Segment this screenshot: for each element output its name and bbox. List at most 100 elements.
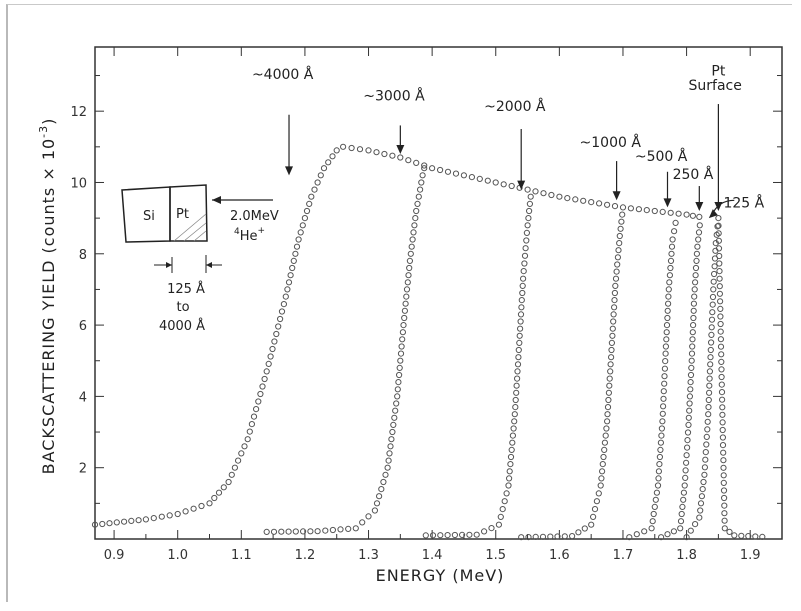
data-point-s1	[215, 489, 223, 496]
data-point-s7	[708, 316, 716, 323]
data-point-s1	[285, 279, 293, 286]
data-point-s2	[307, 528, 314, 535]
data-point-s0	[340, 143, 347, 150]
data-point-s5	[655, 475, 662, 482]
data-point-s0	[429, 165, 436, 172]
data-point-s2	[329, 526, 336, 534]
data-point-s0	[389, 152, 396, 159]
y-tick-label: 4	[79, 390, 87, 405]
data-point-s7	[705, 404, 712, 411]
data-point-s6	[687, 379, 694, 386]
data-point-s7	[708, 324, 715, 331]
data-point-s2	[410, 229, 417, 236]
data-point-s2	[406, 264, 413, 272]
data-point-s5	[663, 336, 670, 343]
data-point-s0	[397, 154, 404, 161]
data-point-s3	[509, 439, 516, 446]
data-point-s5	[669, 236, 676, 243]
data-point-s0	[468, 174, 475, 181]
data-point-s0	[348, 144, 355, 152]
data-point-s1	[265, 360, 272, 367]
beam-ion-charge: +	[258, 226, 266, 236]
data-point-s2	[417, 186, 424, 193]
data-point-s2	[401, 307, 408, 314]
data-point-s6	[696, 222, 703, 229]
data-point-s4	[575, 529, 582, 536]
data-point-s7	[697, 500, 705, 507]
data-point-s2	[411, 222, 418, 229]
data-point-s7	[720, 457, 727, 464]
data-point-s7	[699, 486, 706, 493]
data-point-s5	[665, 286, 672, 293]
data-point-s1	[231, 464, 238, 471]
data-point-s4	[581, 525, 588, 532]
data-point-s1	[325, 159, 332, 166]
data-point-s0	[356, 146, 364, 153]
data-point-s4	[611, 304, 618, 311]
data-point-s6	[688, 350, 696, 357]
data-point-s1	[135, 517, 142, 524]
data-point-s3	[422, 532, 429, 539]
data-point-s7	[697, 507, 704, 514]
annotation-label: Pt	[711, 64, 725, 80]
data-point-s5	[656, 453, 664, 461]
y-axis-title-main: BACKSCATTERING YIELD (counts × 10	[39, 138, 58, 475]
data-point-s4	[609, 332, 616, 339]
data-point-s1	[275, 323, 282, 330]
data-point-s1	[241, 443, 248, 450]
data-point-s6	[658, 534, 665, 541]
data-point-s0	[588, 199, 595, 206]
data-point-s1	[292, 250, 299, 257]
data-point-s1	[235, 457, 242, 464]
data-point-s6	[686, 393, 694, 400]
data-point-s7	[718, 366, 725, 373]
data-point-s6	[677, 518, 685, 525]
data-point-s6	[692, 279, 699, 286]
data-point-s2	[392, 407, 399, 414]
data-point-s7	[705, 411, 712, 418]
data-point-s7	[703, 441, 710, 448]
data-point-s3	[527, 193, 534, 200]
data-point-s5	[666, 272, 674, 279]
data-point-s1	[150, 515, 157, 522]
data-point-s1	[228, 471, 235, 478]
data-point-s2	[408, 243, 415, 250]
data-point-s3	[526, 200, 534, 207]
data-point-s7	[717, 328, 724, 335]
data-point-s2	[403, 286, 411, 293]
data-point-s7	[719, 419, 726, 426]
data-point-s7	[714, 223, 721, 230]
data-point-s2	[402, 300, 409, 307]
data-point-s7	[759, 533, 766, 541]
annotation-label: 125 Å	[723, 194, 764, 211]
data-point-s2	[387, 443, 394, 450]
data-point-s0	[452, 170, 460, 177]
data-point-s2	[384, 464, 391, 471]
data-point-s1	[250, 413, 258, 420]
data-point-s7	[720, 487, 728, 494]
data-point-s7	[738, 532, 745, 539]
data-point-s5	[662, 358, 669, 365]
data-point-s5	[665, 293, 672, 300]
data-point-s6	[679, 503, 686, 510]
data-point-s3	[522, 245, 529, 252]
data-point-s3	[515, 354, 522, 361]
data-point-s1	[248, 421, 255, 428]
data-point-s7	[715, 215, 722, 222]
data-point-s0	[675, 210, 682, 217]
data-point-s1	[91, 521, 99, 528]
data-point-s4	[588, 521, 595, 528]
data-point-s2	[278, 528, 285, 535]
data-point-s2	[373, 500, 381, 507]
data-point-s4	[601, 439, 609, 446]
data-point-s4	[603, 425, 610, 432]
data-point-s2	[419, 172, 426, 179]
data-point-s2	[382, 471, 389, 478]
data-point-s7	[696, 514, 703, 521]
data-point-s3	[505, 482, 512, 489]
data-point-s2	[412, 215, 419, 222]
data-point-s4	[610, 311, 617, 318]
data-point-s5	[663, 322, 671, 329]
data-point-s1	[106, 520, 113, 527]
data-point-s2	[395, 379, 402, 386]
